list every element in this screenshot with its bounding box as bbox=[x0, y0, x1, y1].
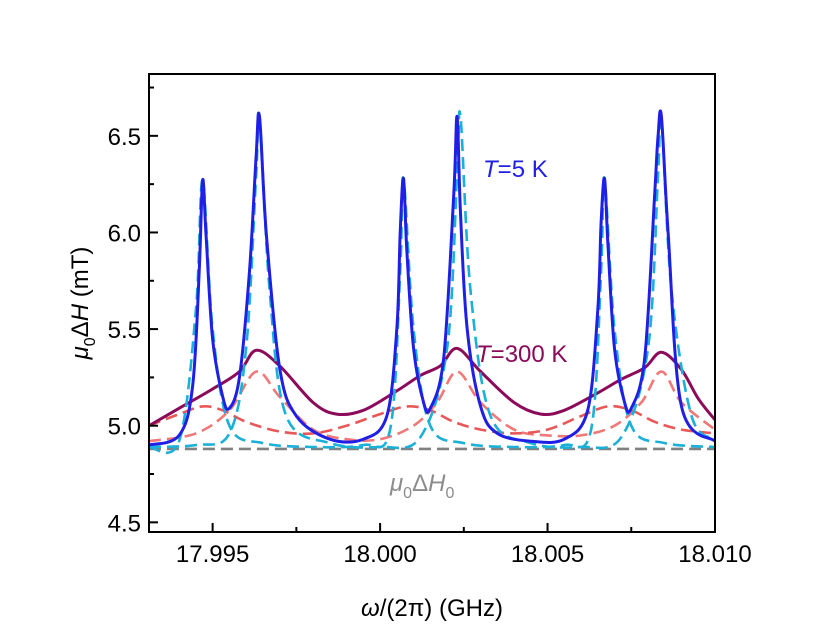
y-axis-title-h: H bbox=[67, 303, 94, 321]
y-axis-title-sub: 0 bbox=[82, 337, 99, 346]
baseline-h: H bbox=[428, 470, 446, 497]
y-tick-label: 6.5 bbox=[108, 124, 141, 151]
annotation-t5: T=5 K bbox=[483, 156, 548, 183]
baseline-mu-sub: 0 bbox=[403, 485, 412, 502]
data-layer bbox=[149, 109, 715, 455]
x-tick-label: 18.000 bbox=[343, 541, 416, 568]
y-tick-label: 5.0 bbox=[108, 414, 141, 441]
series-t300-total bbox=[149, 346, 715, 427]
baseline-delta: Δ bbox=[412, 470, 428, 497]
annotation-t5-var: T bbox=[483, 156, 500, 183]
x-axis-title-var: ω bbox=[361, 595, 380, 622]
y-tick-label: 6.0 bbox=[108, 220, 141, 247]
annotation-t300-value: =300 K bbox=[491, 341, 568, 368]
x-axis-title-rest: /(2π) (GHz) bbox=[380, 595, 503, 622]
series-t300-peak-b bbox=[149, 370, 715, 443]
baseline-mu: μ bbox=[389, 470, 403, 497]
baseline-h-sub: 0 bbox=[445, 485, 454, 502]
y-tick-label: 5.5 bbox=[108, 317, 141, 344]
y-axis-title-mu: μ bbox=[67, 346, 94, 360]
annotation-t5-value: =5 K bbox=[498, 156, 548, 183]
x-tick-label: 18.005 bbox=[511, 541, 584, 568]
annotation-t300-var: T bbox=[476, 341, 493, 368]
y-axis-title-unit: (mT) bbox=[67, 247, 94, 304]
tick-layer: 17.995 18.000 18.005 18.010 4.5 5.0 5.5 6.0 6.5 bbox=[108, 86, 752, 568]
annotation-baseline: μ0ΔH0 bbox=[389, 470, 454, 502]
y-tick-label: 4.5 bbox=[108, 510, 141, 537]
x-tick-label: 18.010 bbox=[678, 541, 751, 568]
y-axis-title: μ0ΔH (mT) bbox=[67, 247, 99, 361]
y-axis-title-delta: Δ bbox=[67, 321, 94, 337]
x-axis-title: ω/(2π) (GHz) bbox=[361, 595, 503, 622]
x-tick-label: 17.995 bbox=[176, 541, 249, 568]
series-t5-total bbox=[149, 109, 715, 447]
annotation-t300: T=300 K bbox=[476, 341, 567, 368]
plot-frame bbox=[148, 73, 716, 533]
